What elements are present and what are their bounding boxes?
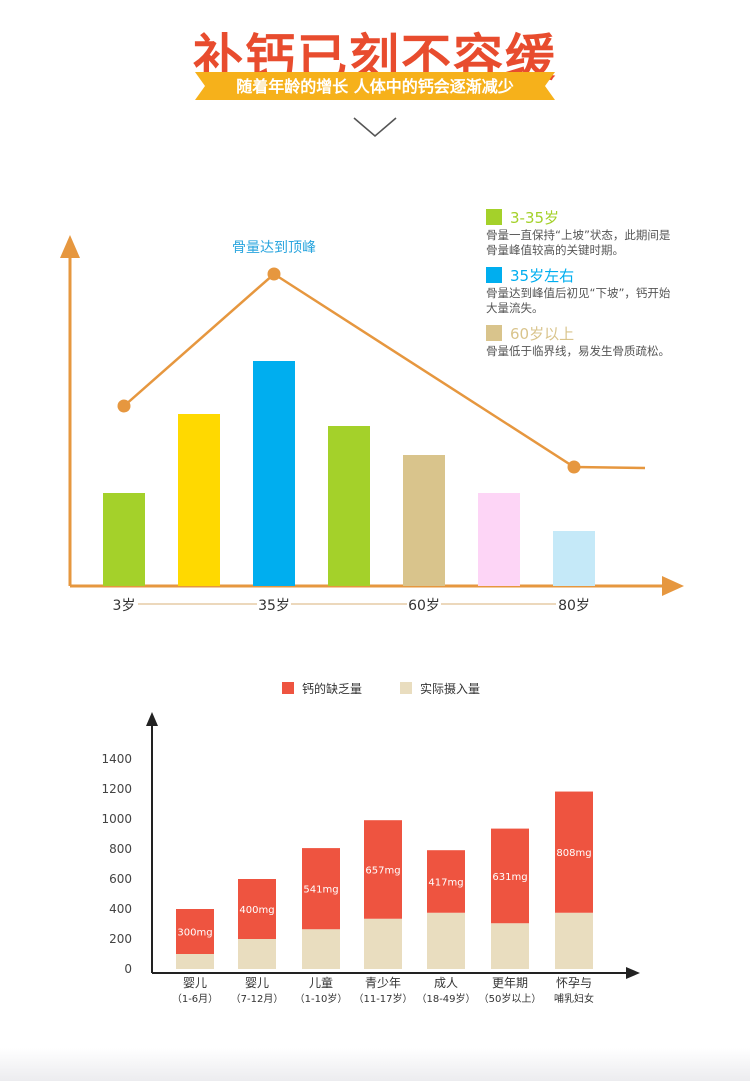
y-tick-label: 600 xyxy=(109,872,132,886)
legend-desc-line: 骨量一直保持“上坡”状态，此期间是 xyxy=(486,228,671,242)
y-tick-label: 0 xyxy=(124,962,132,976)
legend-desc-line: 骨量达到峰值后初见“下坡”，钙开始 xyxy=(486,286,671,300)
banner-ribbon xyxy=(195,72,555,100)
y-axis-arrow-icon xyxy=(146,712,158,726)
intake-bar-7 xyxy=(555,912,593,969)
category-label: 婴儿 xyxy=(245,976,269,990)
x-tick-label: 80岁 xyxy=(558,598,590,614)
intake-bar-5 xyxy=(427,912,465,969)
category-label: 成人 xyxy=(434,976,458,990)
bar-value-label: 631mg xyxy=(492,872,527,883)
category-sublabel: （1-6月） xyxy=(172,993,218,1005)
bar-value-label: 400mg xyxy=(239,905,274,916)
legend-swatch xyxy=(486,325,502,341)
tick-label-bg xyxy=(111,594,137,614)
deficiency-bar-1 xyxy=(176,909,214,954)
chevron-down-icon xyxy=(353,117,397,138)
category-sublabel: （1-10岁） xyxy=(295,992,348,1005)
page-subtitle: 随着年龄的增长 人体中的钙会逐渐减少 xyxy=(236,77,514,96)
bar-6 xyxy=(478,493,520,586)
intake-bar-3 xyxy=(302,929,340,969)
x-axis-arrow-icon xyxy=(626,967,640,979)
bone-mass-legend: 3-35岁 骨量一直保持“上坡”状态，此期间是 骨量峰值较高的关键时期。 35岁… xyxy=(486,206,736,365)
deficiency-bar-5 xyxy=(427,850,465,913)
calcium-intake-chart: 钙的缺乏量 实际摄入量 0 200 400 600 800 1000 1200 1400 300mg… xyxy=(101,681,640,1005)
bone-mass-chart: 骨量达到顶峰 3岁 35岁 60岁 80岁 xyxy=(60,235,684,614)
legend-title: 35岁左右 xyxy=(510,266,575,285)
bar-1 xyxy=(103,493,145,586)
y-tick-label: 1400 xyxy=(101,752,132,766)
tick-label-bg xyxy=(557,594,591,614)
category-sublabel: （11-17岁） xyxy=(353,992,412,1005)
trend-point-2 xyxy=(267,267,281,281)
x-tick-label: 3岁 xyxy=(113,598,136,614)
bar-value-label: 417mg xyxy=(428,877,463,888)
intake-bar-1 xyxy=(176,954,214,969)
y-tick-label: 200 xyxy=(109,932,132,946)
legend-swatch xyxy=(486,267,502,283)
category-sublabel: （50岁以上） xyxy=(479,992,542,1005)
trend-point-1 xyxy=(117,399,131,413)
bar-2 xyxy=(178,414,220,586)
legend-item-stage-3: 60岁以上 骨量低于临界线，易发生骨质疏松。 xyxy=(486,322,736,359)
legend-label: 钙的缺乏量 xyxy=(302,681,362,696)
legend-swatch xyxy=(282,682,294,694)
intake-bar-6 xyxy=(491,923,529,969)
peak-annotation: 骨量达到顶峰 xyxy=(232,240,316,256)
trend-line xyxy=(123,272,646,470)
legend-title: 3-35岁 xyxy=(510,208,560,227)
y-tick-label: 800 xyxy=(109,842,132,856)
y-axis-arrow-icon xyxy=(60,235,80,258)
bar-5 xyxy=(403,455,445,586)
bar-value-label: 541mg xyxy=(303,885,338,896)
bar-7 xyxy=(553,531,595,586)
category-label: 怀孕与 xyxy=(556,976,592,990)
category-label: 更年期 xyxy=(492,976,528,990)
legend-desc-line: 骨量峰值较高的关键时期。 xyxy=(486,243,624,257)
legend-item-stage-1: 3-35岁 骨量一直保持“上坡”状态，此期间是 骨量峰值较高的关键时期。 xyxy=(486,206,736,258)
bar-4 xyxy=(328,426,370,586)
legend-item-stage-2: 35岁左右 骨量达到峰值后初见“下坡”，钙开始 大量流失。 xyxy=(486,264,736,316)
trend-point-3 xyxy=(567,460,581,474)
y-tick-label: 1200 xyxy=(101,782,132,796)
bar-value-label: 300mg xyxy=(177,928,212,939)
deficiency-bar-3 xyxy=(302,848,340,930)
bar-3 xyxy=(253,361,295,586)
category-label: 青少年 xyxy=(365,976,401,990)
y-tick-label: 1000 xyxy=(101,812,132,826)
y-tick-label: 400 xyxy=(109,902,132,916)
category-sublabel: 哺乳妇女 xyxy=(554,992,594,1005)
category-label: 婴儿 xyxy=(183,976,207,990)
legend-desc-line: 大量流失。 xyxy=(486,301,544,315)
deficiency-bar-2 xyxy=(238,879,276,939)
bottom-shadow xyxy=(0,1048,750,1081)
bar-value-label: 657mg xyxy=(365,865,400,876)
deficiency-bar-7 xyxy=(555,791,593,913)
x-axis-arrow-icon xyxy=(662,576,684,596)
legend-title: 60岁以上 xyxy=(510,324,575,343)
tick-label-bg xyxy=(407,594,441,614)
category-sublabel: （7-12月） xyxy=(231,993,284,1005)
legend-desc-line: 骨量低于临界线，易发生骨质疏松。 xyxy=(486,344,670,358)
deficiency-bar-6 xyxy=(491,828,529,924)
subtitle-banner xyxy=(195,72,555,100)
intake-bar-2 xyxy=(238,939,276,969)
x-tick-label: 60岁 xyxy=(408,598,440,614)
category-sublabel: （18-49岁） xyxy=(416,992,475,1005)
legend-swatch xyxy=(400,682,412,694)
bar-value-label: 808mg xyxy=(556,848,591,859)
x-tick-label: 35岁 xyxy=(258,598,290,614)
category-label: 儿童 xyxy=(309,975,333,990)
tick-label-bg xyxy=(257,594,291,614)
deficiency-bar-4 xyxy=(364,820,402,919)
legend-swatch xyxy=(486,209,502,225)
legend-label: 实际摄入量 xyxy=(420,681,480,696)
intake-bar-4 xyxy=(364,918,402,969)
